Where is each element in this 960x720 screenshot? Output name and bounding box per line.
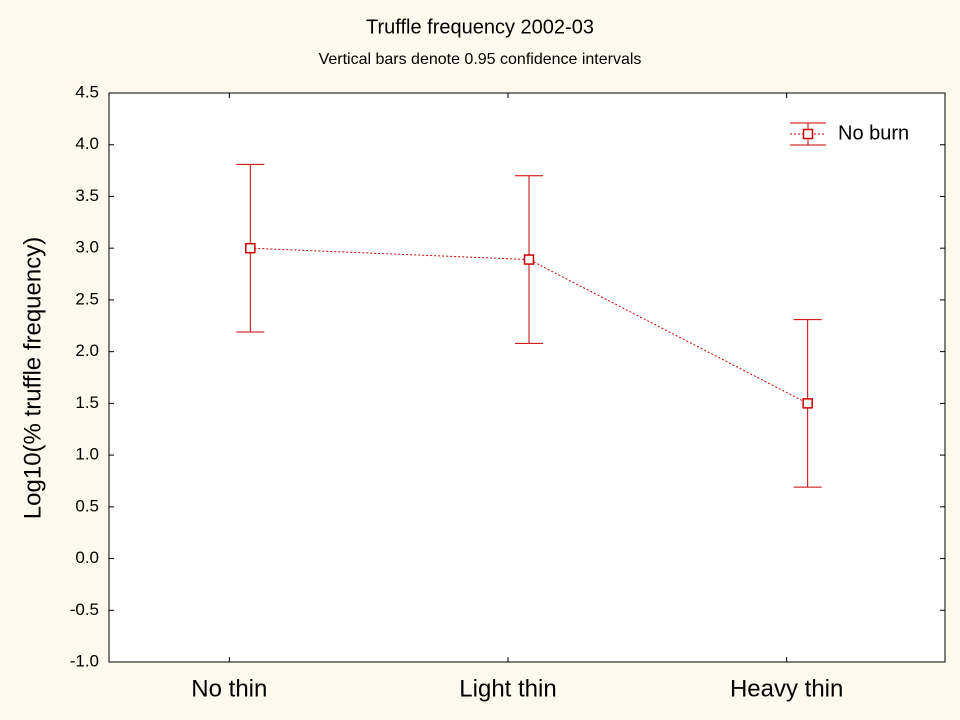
series-line <box>250 247 808 404</box>
y-tick-label: 4.0 <box>75 134 99 153</box>
chart-subtitle: Vertical bars denote 0.95 confidence int… <box>319 51 642 68</box>
x-tick-label: No thin <box>191 675 267 702</box>
y-tick-label: 1.5 <box>75 393 99 412</box>
chart-title: Truffle frequency 2002-03 <box>366 16 594 38</box>
y-tick-label: 0.0 <box>75 548 99 567</box>
y-tick-label: 1.0 <box>75 445 99 464</box>
x-tick-label: Heavy thin <box>730 675 843 702</box>
point <box>245 242 256 254</box>
y-tick-label: 3.0 <box>75 238 99 257</box>
point <box>523 254 535 265</box>
y-tick-label: 2.0 <box>75 341 99 360</box>
y-tick-label: 2.5 <box>75 289 99 308</box>
point <box>802 398 813 409</box>
y-tick-label: 4.5 <box>75 82 99 101</box>
y-tick-label: -0.5 <box>70 600 99 619</box>
y-tick-label: -1.0 <box>70 651 99 670</box>
y-tick-label: 3.5 <box>75 186 99 205</box>
legend-label: No burn <box>838 122 909 144</box>
plot-area <box>108 92 946 663</box>
legend-marker <box>802 128 814 140</box>
x-tick-label: Light thin <box>459 675 556 702</box>
y-axis-label: Log10(% truffle frequency) <box>19 237 46 519</box>
y-tick-label: 0.5 <box>75 496 99 515</box>
